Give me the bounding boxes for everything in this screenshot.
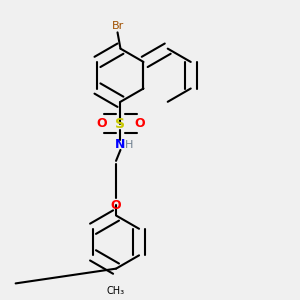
Text: O: O bbox=[134, 117, 145, 130]
Text: O: O bbox=[96, 117, 106, 130]
Text: N: N bbox=[115, 138, 126, 151]
Text: CH₃: CH₃ bbox=[107, 286, 125, 296]
Text: Br: Br bbox=[111, 21, 124, 31]
Text: S: S bbox=[116, 117, 125, 131]
Text: O: O bbox=[111, 199, 122, 212]
Text: H: H bbox=[125, 140, 134, 150]
